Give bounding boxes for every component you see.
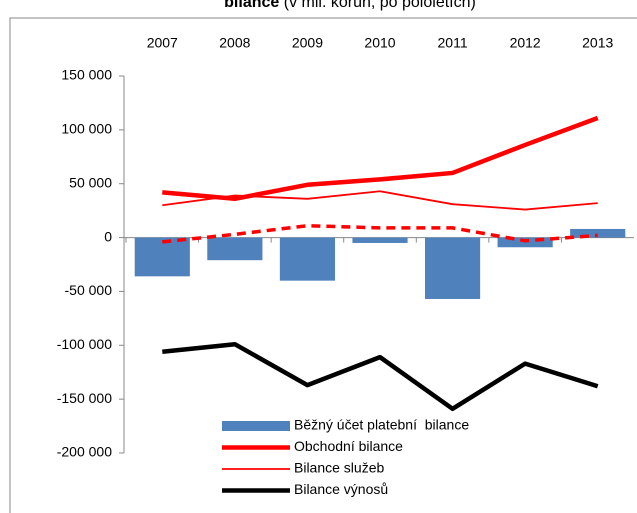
- x-tick-label: 2008: [219, 35, 250, 51]
- x-tick-label: 2011: [438, 35, 468, 51]
- line-series: [162, 115, 599, 202]
- bar: [352, 237, 408, 243]
- y-tick-label: -50 000: [65, 282, 113, 298]
- bar: [207, 237, 263, 261]
- y-tick-label: 100 000: [61, 121, 112, 137]
- y-tick-label: 0: [104, 228, 112, 244]
- x-tick-label: 2012: [510, 35, 541, 51]
- y-tick-label: -150 000: [57, 390, 112, 406]
- y-tick-label: 50 000: [69, 174, 112, 190]
- line-series: [162, 341, 599, 412]
- x-tick-label: 2013: [582, 35, 613, 51]
- title-bold: bilance: [224, 0, 279, 11]
- legend-label: Bilance služeb: [294, 460, 384, 476]
- x-tick-label: 2009: [292, 35, 323, 51]
- bar: [134, 237, 190, 277]
- legend-swatch: [222, 421, 290, 431]
- legend: Běžný účet platební bilance Obchodní bila…: [210, 412, 540, 504]
- title-rest: (v mil. korun, po pololetích): [284, 0, 476, 11]
- legend-label: Bilance výnosů: [294, 481, 388, 497]
- line-series: [162, 223, 598, 244]
- legend-label: Běžný účet platební bilance: [294, 417, 469, 433]
- legend-label: Obchodní bilance: [294, 438, 403, 454]
- chart-title: bilance (v mil. korun, po pololetích): [224, 0, 476, 11]
- x-tick-label: 2010: [364, 35, 395, 51]
- bar: [424, 237, 481, 299]
- line-series: [162, 190, 598, 211]
- y-tick-label: 150 000: [61, 67, 112, 83]
- bar: [279, 237, 336, 281]
- y-tick-label: -200 000: [57, 444, 112, 460]
- y-tick-label: -100 000: [57, 336, 112, 352]
- bar: [570, 228, 626, 238]
- x-tick-label: 2007: [147, 35, 178, 51]
